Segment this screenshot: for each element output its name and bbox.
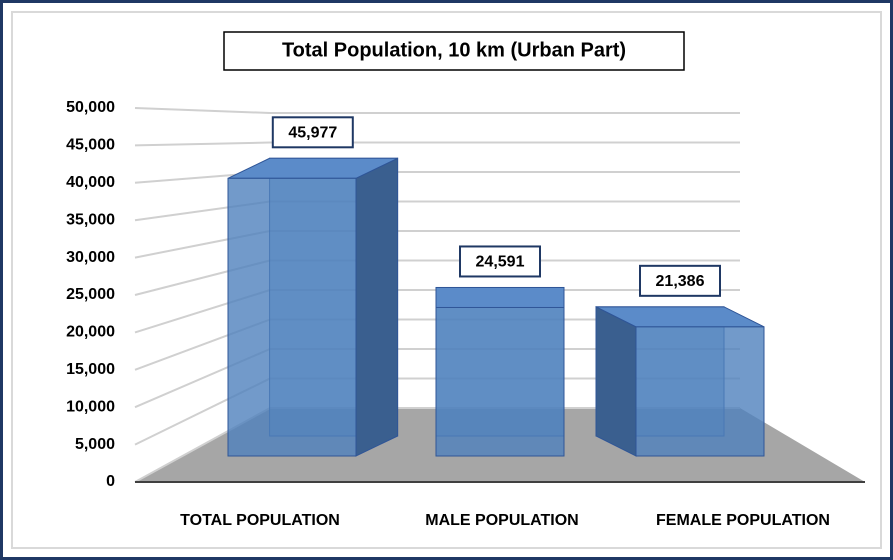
bar-top [435, 286, 565, 308]
grid-line [134, 141, 271, 147]
y-tick-label: 45,000 [66, 137, 115, 154]
y-tick-label: 5,000 [75, 436, 115, 453]
y-tick-label: 35,000 [66, 211, 115, 228]
x-tick-label: TOTAL POPULATION [180, 512, 340, 529]
title-box [223, 31, 685, 71]
value-label-box [459, 245, 541, 278]
y-tick-label: 10,000 [66, 398, 115, 415]
x-tick-label: MALE POPULATION [425, 512, 578, 529]
bar-front [435, 306, 565, 457]
y-tick-label: 20,000 [66, 324, 115, 341]
grid-line [134, 107, 271, 114]
chart-title: Total Population, 10 km (Urban Part) [282, 39, 626, 61]
value-label: 24,591 [476, 254, 525, 271]
value-label: 45,977 [288, 125, 337, 142]
y-tick-label: 0 [106, 473, 115, 490]
bar [595, 306, 765, 457]
value-label: 21,386 [656, 273, 705, 290]
x-tick-label: FEMALE POPULATION [656, 512, 830, 529]
bar-side [355, 157, 399, 457]
bar [227, 157, 399, 457]
value-label-box [271, 116, 354, 149]
y-tick-label: 15,000 [66, 361, 115, 378]
bar-side [595, 306, 637, 457]
bar-front [635, 326, 765, 457]
y-tick-label: 25,000 [66, 286, 115, 303]
y-tick-label: 40,000 [66, 174, 115, 191]
value-label-box [639, 264, 721, 297]
y-tick-label: 30,000 [66, 249, 115, 266]
bars: 45,977 24,591 21,386 [227, 116, 765, 457]
bar [435, 286, 565, 457]
bar-front [227, 177, 357, 457]
y-tick-label: 50,000 [66, 99, 115, 116]
